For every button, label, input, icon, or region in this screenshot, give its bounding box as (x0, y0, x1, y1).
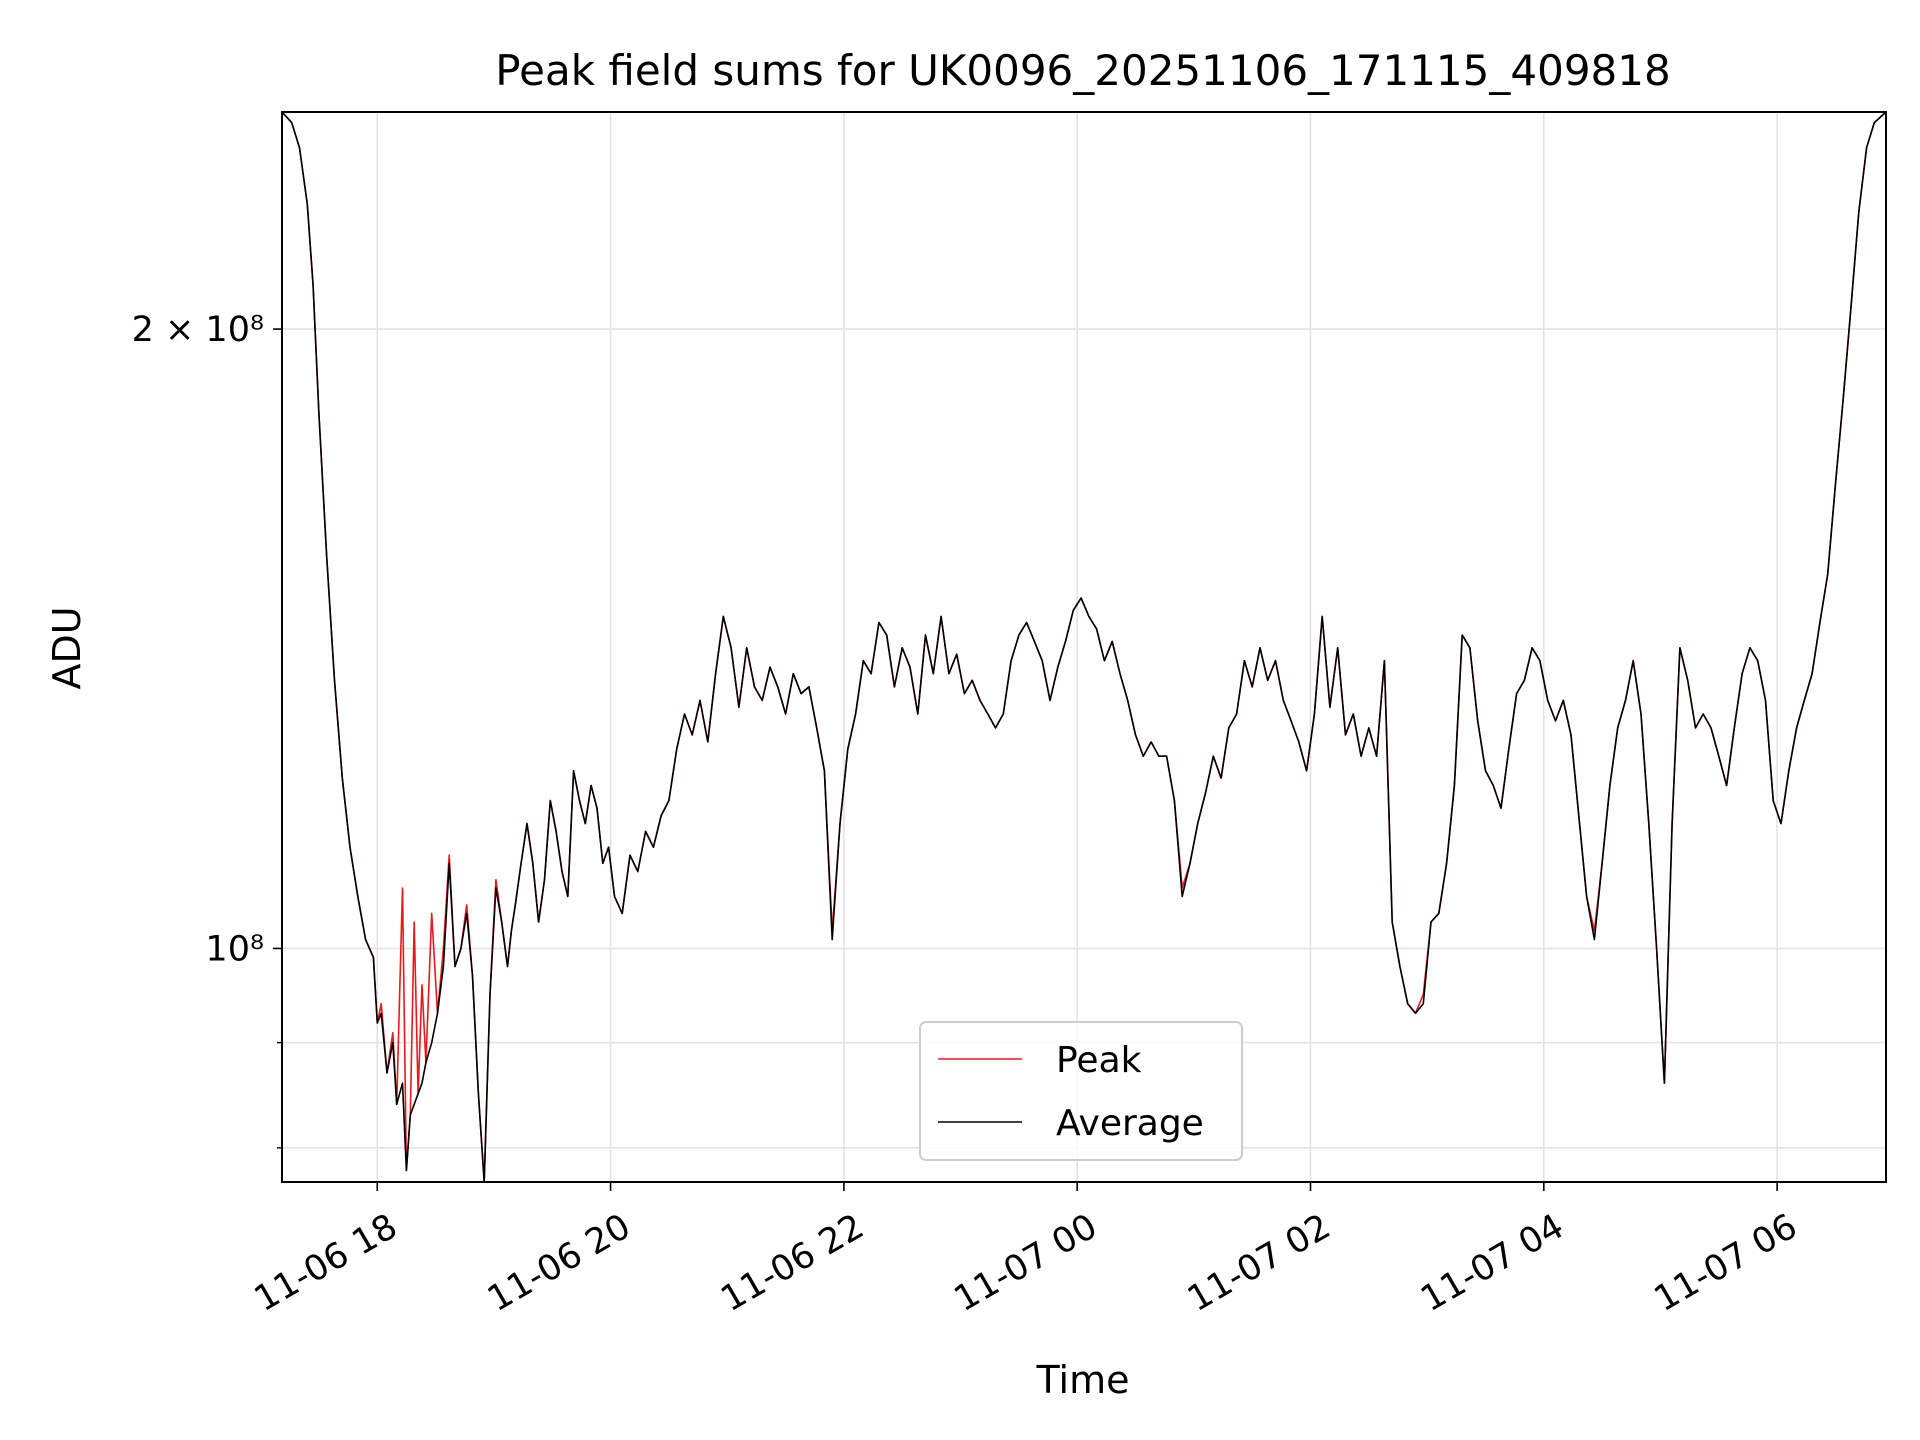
y-axis-label: ADU (45, 606, 89, 689)
y-tick-label: 10⁸ (205, 929, 264, 969)
legend-label-peak: Peak (1056, 1040, 1142, 1081)
y-axis-ticks: 2 × 10⁸ 10⁸ (132, 310, 282, 1149)
legend: Peak Average (919, 1021, 1243, 1161)
y-tick-label: 2 × 10⁸ (132, 310, 264, 350)
legend-box (919, 1021, 1243, 1161)
grid (282, 112, 1886, 1182)
series-line-average (281, 111, 1887, 1183)
x-axis-label: Time (1036, 1358, 1130, 1402)
chart-title: Peak field sums for UK0096_20251106_1711… (495, 46, 1670, 95)
series-layer (281, 111, 1887, 1183)
plot-frame (281, 111, 1887, 1183)
legend-label-average: Average (1056, 1103, 1204, 1144)
